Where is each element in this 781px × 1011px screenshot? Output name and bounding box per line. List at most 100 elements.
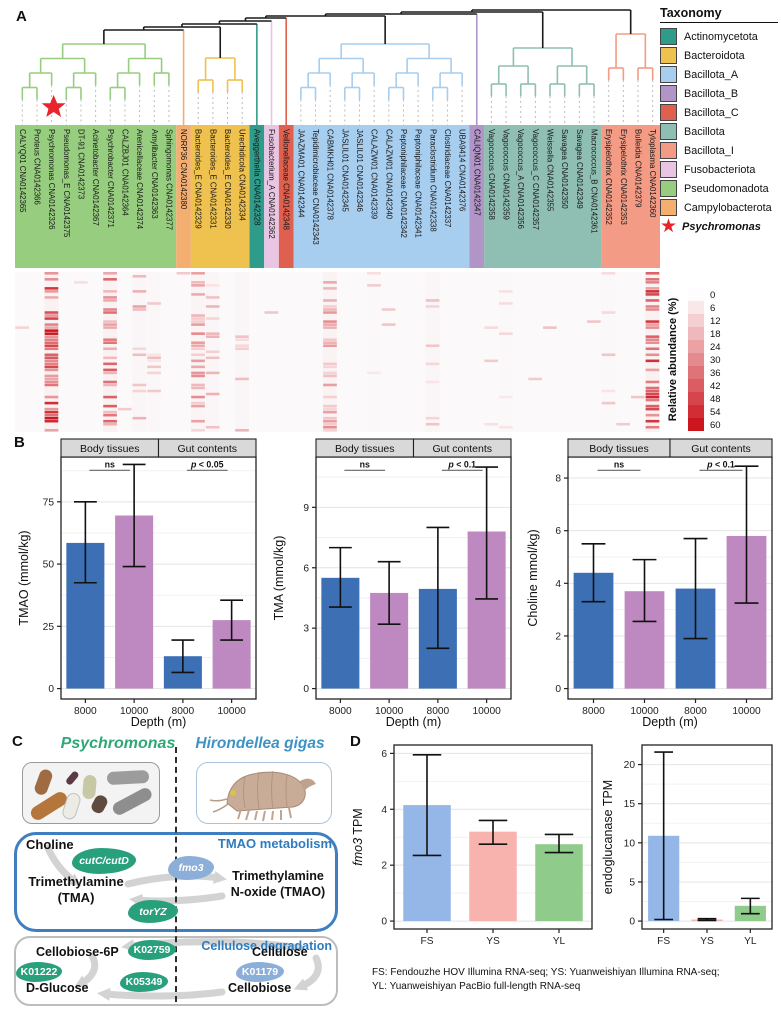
heatmap-cell bbox=[323, 416, 337, 420]
heatmap-cell bbox=[425, 344, 440, 348]
legend-item-pseudomonadota: Pseudomonadota bbox=[660, 179, 778, 198]
y-tick-label: 2 bbox=[555, 631, 561, 642]
y-tick-label: 0 bbox=[48, 684, 54, 695]
choline-label: Choline bbox=[26, 837, 74, 852]
taxon-label: CALYQ01 CNA0142365 bbox=[18, 129, 27, 213]
cutc-cutd-gene-badge: cutC/cutD bbox=[72, 848, 136, 874]
k01222-gene-badge: K01222 bbox=[16, 962, 62, 982]
taxon-label: JASLIL01 CNA0142345 bbox=[340, 129, 349, 212]
significance-label: ns bbox=[360, 459, 370, 469]
heatmap-cell bbox=[205, 296, 220, 299]
x-axis-label: Depth (m) bbox=[386, 715, 442, 729]
taxon-label: Tepidimicrobiaceae CNA0142343 bbox=[311, 129, 320, 245]
heatmap-cell bbox=[103, 371, 117, 375]
heatmap-cell bbox=[323, 344, 337, 348]
heatmap-cell bbox=[323, 338, 337, 341]
heatmap-cell bbox=[44, 311, 59, 314]
heatmap-cell bbox=[205, 335, 220, 338]
x-tick-label: YL bbox=[553, 936, 566, 947]
legend-item-bacillota: Bacillota bbox=[660, 122, 778, 141]
heatmap-cell bbox=[103, 395, 117, 399]
taxon-label: CALAZW01 CNA0142339 bbox=[370, 129, 379, 219]
heatmap-cell bbox=[191, 428, 205, 432]
heatmap-cell bbox=[191, 323, 205, 326]
facet-strip-label: Body tissues bbox=[80, 443, 140, 455]
x-tick-label: 10000 bbox=[732, 706, 761, 717]
heatmap-cell bbox=[44, 362, 59, 366]
heatmap-cell bbox=[132, 308, 147, 311]
taxon-label: Bacteroides_E CNA0142330 bbox=[223, 129, 232, 229]
d-glucose-label: D-Glucose bbox=[26, 981, 89, 995]
facet-strip-label: Gut contents bbox=[177, 443, 237, 455]
heatmap-cell bbox=[132, 290, 147, 293]
phylum-band-Campylobacterota bbox=[176, 125, 191, 268]
abundance-scale-cell bbox=[688, 379, 704, 392]
taxon-label: Macrococcus_B CNA0142361 bbox=[590, 129, 599, 233]
tma-label: Trimethylamine (TMA) bbox=[14, 874, 138, 906]
y-tick-label: 10 bbox=[624, 838, 636, 849]
tma-line2: (TMA) bbox=[57, 890, 95, 905]
chart-svg-tmao: Body tissues Gut contents 0 25 50 75 8000 10000… bbox=[17, 438, 257, 729]
legend-item-label: Bacillota_C bbox=[684, 106, 739, 119]
heatmap-cell bbox=[645, 404, 660, 408]
heatmap-cell bbox=[147, 353, 161, 357]
heatmap-cell bbox=[44, 428, 59, 432]
taxon-label: CABMKH01 CNA0142378 bbox=[326, 129, 335, 220]
heatmap-cell bbox=[103, 320, 117, 323]
heatmap-cell bbox=[235, 377, 249, 381]
heatmap-cell bbox=[191, 419, 205, 423]
heatmap-cell bbox=[367, 371, 381, 375]
heatmap-cell bbox=[44, 287, 59, 290]
x-tick-label: 10000 bbox=[630, 706, 659, 717]
heatmap-cell bbox=[645, 323, 660, 326]
phylogenetic-tree-heatmap: CALYQ01 CNA0142365 Proteus CNA0142366 Psyc… bbox=[15, 9, 721, 432]
y-tick-label: 25 bbox=[43, 622, 55, 633]
heatmap-cell bbox=[44, 272, 59, 275]
heatmap-cell bbox=[323, 374, 337, 378]
endoglucanase-tpm-chart: 0 5 10 15 20 FS YS YL endoglucanase TPM bbox=[600, 737, 778, 972]
heatmap-cell bbox=[645, 287, 660, 290]
abundance-scale-cell bbox=[688, 327, 704, 340]
abundance-scale-cell bbox=[688, 405, 704, 418]
heatmap-cell bbox=[44, 317, 59, 320]
cellulose-label: Cellulose bbox=[252, 945, 308, 959]
heatmap-cell bbox=[645, 419, 660, 423]
heatmap-cell bbox=[323, 308, 337, 311]
legend-swatch bbox=[660, 180, 677, 197]
taxon-label: Veillonellaceae CNA0142348 bbox=[282, 129, 291, 230]
heatmap-cell bbox=[191, 395, 205, 399]
y-tick-label: 4 bbox=[381, 805, 387, 816]
panel-a-label: A bbox=[16, 8, 27, 25]
heatmap-cell bbox=[191, 386, 205, 390]
heatmap-cell bbox=[103, 404, 117, 408]
heatmap-cell bbox=[323, 299, 337, 302]
tspan: p bbox=[190, 459, 197, 469]
heatmap-cell bbox=[191, 281, 205, 284]
heatmap-cell bbox=[44, 380, 59, 384]
taxon-label: Clostridiaceae CNA0142337 bbox=[443, 129, 452, 227]
legend-item-label: Bacillota_A bbox=[684, 68, 739, 81]
heatmap-cell bbox=[323, 365, 337, 369]
legend-swatch bbox=[660, 161, 677, 178]
heatmap-cell bbox=[323, 320, 337, 323]
heatmap-cell bbox=[645, 368, 660, 372]
heatmap-cell bbox=[645, 326, 660, 329]
heatmap-cell bbox=[235, 335, 249, 338]
heatmap-cell bbox=[323, 323, 337, 326]
heatmap-cell bbox=[132, 275, 147, 278]
heatmap-cell bbox=[132, 416, 147, 420]
x-axis-label: Depth (m) bbox=[642, 715, 698, 729]
chart-svg-fmo3: 0 2 4 6 FS YS YL fmo3 TPM bbox=[351, 744, 593, 947]
significance-label: p < 0.05 bbox=[190, 459, 224, 469]
heatmap-cell bbox=[103, 413, 117, 417]
heatmap-cell bbox=[205, 350, 220, 354]
heatmap-cell bbox=[132, 383, 147, 387]
heatmap-col-tint bbox=[191, 272, 205, 432]
legend-item-bacillota_b: Bacillota_B bbox=[660, 84, 778, 103]
taxon-label: Fusobacterium_A CNA0142362 bbox=[267, 129, 276, 239]
heatmap-cell bbox=[499, 395, 513, 399]
taxon-label: Savagea CNA0142350 bbox=[560, 129, 569, 209]
heatmap-cell bbox=[645, 308, 660, 311]
facet-strip-label: Body tissues bbox=[335, 443, 395, 455]
heatmap-cell bbox=[645, 425, 660, 429]
